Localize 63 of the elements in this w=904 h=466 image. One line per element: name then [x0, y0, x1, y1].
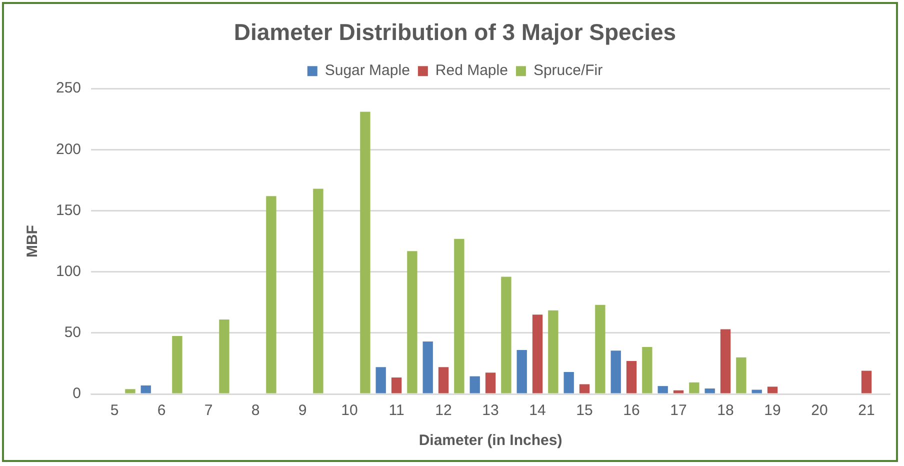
- x-tick-label: 18: [717, 402, 734, 420]
- bar: [485, 372, 496, 394]
- x-tick-label: 7: [204, 402, 213, 420]
- bar: [376, 367, 386, 394]
- bar: [532, 314, 543, 394]
- bar: [595, 304, 606, 394]
- bar: [704, 388, 715, 394]
- bar: [626, 361, 637, 394]
- x-tick-label: 13: [482, 402, 499, 420]
- x-tick-label: 21: [858, 402, 875, 420]
- x-tick-label: 10: [341, 402, 358, 420]
- x-tick-label: 14: [529, 402, 546, 420]
- bar: [454, 238, 464, 394]
- bar: [125, 389, 136, 394]
- bar: [438, 367, 449, 394]
- y-tick-label: 250: [56, 80, 82, 97]
- bar: [720, 329, 731, 394]
- bar: [172, 336, 182, 394]
- legend-label: Red Maple: [435, 62, 508, 80]
- bar: [752, 390, 762, 394]
- bar: [658, 386, 668, 394]
- x-tick-label: 15: [576, 402, 593, 420]
- bar: [219, 319, 230, 394]
- x-tick-label: 19: [764, 402, 781, 420]
- bar: [313, 188, 324, 394]
- y-tick-label: 150: [56, 202, 82, 219]
- x-tick-label: 16: [623, 402, 640, 420]
- bar: [422, 341, 433, 394]
- bar: [407, 251, 418, 394]
- chart-title: Diameter Distribution of 3 Major Species: [234, 19, 676, 46]
- x-tick-label: 12: [435, 402, 452, 420]
- bar: [391, 378, 402, 394]
- y-tick-label: 50: [64, 324, 82, 342]
- bar: [516, 350, 527, 394]
- x-tick-label: 17: [670, 402, 687, 420]
- bar: [767, 386, 778, 394]
- bar: [501, 276, 512, 394]
- y-tick-label: 100: [56, 262, 82, 280]
- bar: [140, 385, 151, 394]
- bar: [642, 346, 652, 394]
- bar: [266, 196, 276, 394]
- x-axis-title: Diameter (in Inches): [418, 432, 562, 450]
- y-tick-label: 200: [56, 140, 82, 158]
- x-tick-label: 9: [298, 402, 307, 420]
- y-axis-title: MBF: [24, 225, 42, 258]
- y-tick-label: 0: [72, 385, 82, 402]
- bar: [470, 376, 480, 394]
- bar: [861, 370, 872, 394]
- legend-label: Sugar Maple: [324, 62, 410, 80]
- legend-label: Spruce/Fir: [533, 62, 603, 80]
- bar: [736, 357, 746, 394]
- x-tick-label: 20: [811, 402, 828, 420]
- x-tick-label: 6: [157, 402, 166, 420]
- x-tick-label: 5: [110, 402, 119, 420]
- x-tick-label: 8: [251, 402, 260, 420]
- bar: [360, 112, 370, 394]
- bar: [689, 382, 700, 394]
- bar: [610, 350, 621, 394]
- bar: [548, 310, 558, 394]
- x-tick-label: 11: [388, 402, 404, 420]
- bar: [673, 390, 684, 394]
- bar: [564, 372, 574, 394]
- bar: [579, 384, 590, 394]
